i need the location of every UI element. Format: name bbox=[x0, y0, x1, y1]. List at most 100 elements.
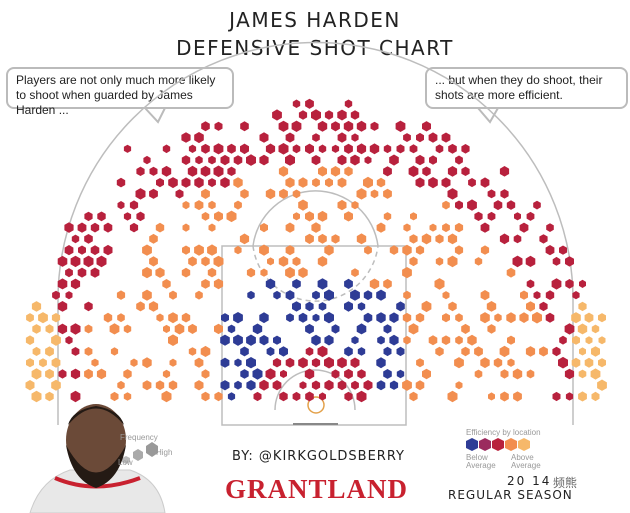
hex-cell bbox=[545, 312, 555, 323]
hex-cell bbox=[442, 291, 450, 300]
hex-cell bbox=[292, 99, 301, 108]
hex-cell bbox=[116, 290, 126, 300]
hex-cell bbox=[233, 177, 243, 188]
hex-cell bbox=[304, 368, 315, 380]
hex-cell bbox=[468, 178, 476, 188]
hex-cell bbox=[455, 313, 463, 323]
hex-cell bbox=[149, 256, 158, 267]
hex-cell bbox=[240, 189, 249, 199]
hex-cell bbox=[129, 222, 139, 233]
hex-cell bbox=[285, 222, 295, 233]
hex-cell bbox=[26, 358, 34, 368]
hex-cell bbox=[90, 222, 100, 233]
hex-cell bbox=[31, 368, 42, 380]
hex-cell bbox=[286, 313, 294, 323]
hex-cell bbox=[260, 223, 268, 233]
hex-cell bbox=[299, 381, 307, 390]
hex-cell bbox=[266, 346, 275, 356]
hex-cell bbox=[331, 144, 340, 153]
hex-cell bbox=[169, 358, 177, 367]
hex-cell bbox=[467, 199, 477, 211]
hex-cell bbox=[240, 143, 249, 155]
hex-cell bbox=[84, 234, 93, 244]
hex-cell bbox=[558, 356, 568, 369]
hex-cell bbox=[344, 301, 353, 312]
frequency-legend-title: Frequency bbox=[120, 433, 158, 442]
hex-cell bbox=[330, 166, 341, 177]
hex-cell bbox=[45, 346, 54, 357]
hex-cell bbox=[344, 368, 353, 379]
frequency-legend-mid-hex bbox=[133, 449, 143, 461]
hex-cell bbox=[513, 234, 522, 244]
hex-cell bbox=[493, 357, 503, 368]
hex-cell bbox=[402, 244, 412, 256]
hex-cell bbox=[344, 278, 353, 289]
hex-cell bbox=[70, 278, 81, 290]
hex-cell bbox=[162, 369, 171, 379]
hex-cell bbox=[324, 379, 334, 391]
hex-cell bbox=[305, 301, 314, 312]
hex-cell bbox=[25, 380, 35, 391]
hex-cell bbox=[259, 312, 269, 324]
hex-cell bbox=[292, 256, 301, 266]
hex-cell bbox=[31, 390, 42, 403]
hex-cell bbox=[591, 324, 600, 334]
hex-cell bbox=[273, 290, 281, 300]
hex-cell bbox=[344, 346, 353, 357]
hex-cell bbox=[285, 266, 295, 279]
hex-cell bbox=[110, 391, 119, 402]
hex-cell bbox=[123, 212, 132, 221]
hex-cell bbox=[318, 166, 327, 177]
hex-cell bbox=[428, 177, 438, 189]
hex-cell bbox=[416, 358, 424, 368]
hex-cell bbox=[233, 334, 243, 346]
hex-cell bbox=[117, 380, 125, 390]
hex-cell bbox=[70, 368, 81, 380]
hex-cell bbox=[267, 257, 274, 266]
hex-cell bbox=[65, 291, 73, 300]
hex-cell bbox=[363, 176, 373, 189]
hex-cell bbox=[285, 245, 295, 256]
hex-cell bbox=[350, 289, 360, 301]
hex-cell bbox=[318, 233, 327, 244]
hex-cell bbox=[187, 165, 198, 177]
hex-cell bbox=[363, 290, 373, 301]
hex-cell bbox=[324, 356, 334, 369]
callout-left: Players are not only much more likely to… bbox=[6, 67, 234, 117]
hex-cell bbox=[227, 324, 236, 334]
hex-cell bbox=[188, 256, 197, 267]
efficiency-legend-far-above-hex bbox=[518, 438, 530, 451]
hex-cell bbox=[259, 379, 269, 391]
hex-cell bbox=[337, 357, 347, 369]
hex-cell bbox=[579, 347, 586, 356]
hex-cell bbox=[526, 369, 535, 379]
hex-cell bbox=[317, 345, 328, 358]
hex-cell bbox=[344, 391, 353, 402]
hex-cell bbox=[285, 154, 295, 166]
hex-cell bbox=[455, 200, 463, 210]
hex-cell bbox=[305, 233, 314, 244]
hex-cell bbox=[188, 347, 197, 356]
hex-cell bbox=[598, 358, 606, 368]
hex-cell bbox=[207, 267, 217, 278]
hex-cell bbox=[292, 391, 301, 401]
hex-cell bbox=[174, 323, 185, 335]
hex-cell bbox=[499, 166, 510, 177]
hex-cell bbox=[324, 244, 334, 256]
hex-cell bbox=[559, 335, 567, 345]
hex-cell bbox=[422, 166, 431, 177]
hex-cell bbox=[435, 144, 444, 154]
hex-cell bbox=[383, 166, 392, 177]
hex-cell bbox=[331, 369, 340, 379]
hex-cell bbox=[442, 223, 450, 233]
hex-cell bbox=[552, 256, 561, 266]
hex-cell bbox=[369, 143, 380, 155]
hex-cell bbox=[181, 132, 191, 143]
hex-cell bbox=[539, 301, 548, 312]
hex-cell bbox=[351, 380, 359, 390]
hex-cell bbox=[318, 144, 327, 154]
hex-cell bbox=[415, 245, 425, 255]
hex-cell bbox=[356, 323, 367, 335]
efficiency-legend-above: Above Average bbox=[511, 453, 541, 470]
hex-cell bbox=[376, 357, 386, 369]
